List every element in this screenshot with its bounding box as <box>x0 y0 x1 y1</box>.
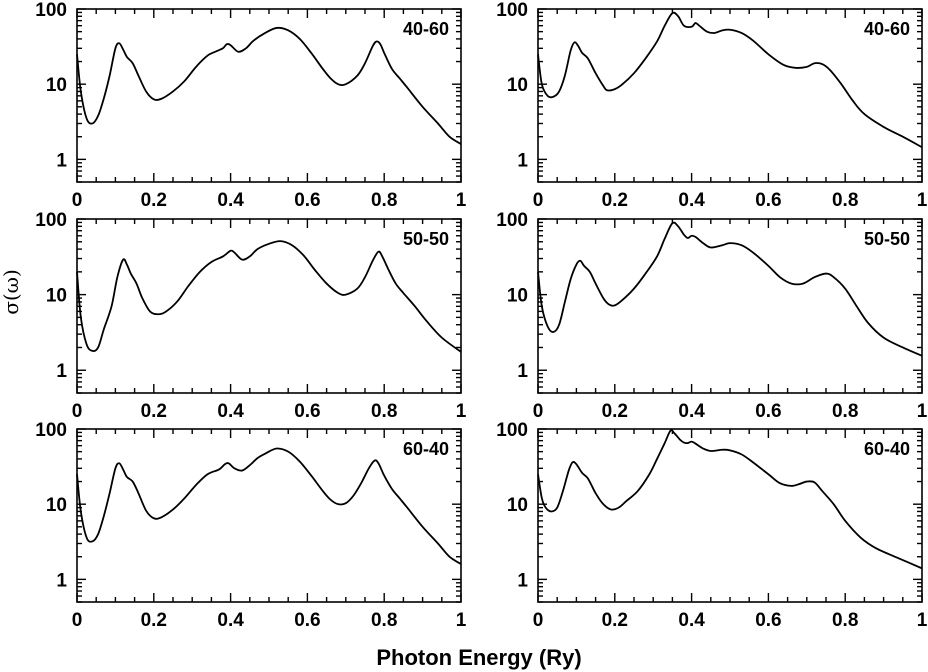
x-tick-label: 1 <box>917 190 928 211</box>
panel-right-50-50: 0 0.2 0.4 0.6 0.8 1 1 10 100 50-50 <box>496 210 927 422</box>
x-tick-label: 0.8 <box>832 401 858 422</box>
x-tick-label: 1 <box>456 610 467 631</box>
x-tick-label: 0.2 <box>141 190 167 211</box>
y-tick-label: 100 <box>496 0 528 21</box>
y-tick-label: 1 <box>517 361 528 382</box>
x-axis-title: Photon Energy (Ry) <box>376 645 581 670</box>
x-tick-label: 0.2 <box>141 610 167 631</box>
panel-left-60-40: 0 0.2 0.4 0.6 0.8 1 1 10 100 60-40 <box>35 420 466 631</box>
x-tick-label: 0.4 <box>217 190 244 211</box>
y-tick-label: 10 <box>507 75 528 96</box>
panel-right-40-60: 0 0.2 0.4 0.6 0.8 1 1 10 100 40-60 <box>496 0 927 211</box>
panel-label: 40-60 <box>403 19 449 39</box>
y-axis-title: σ(ω) <box>0 269 23 315</box>
panel-left-50-50: 0 0.2 0.4 0.6 0.8 1 1 10 100 50-50 <box>35 210 466 422</box>
x-tick-label: 0.2 <box>602 190 628 211</box>
y-tick-label: 1 <box>517 570 528 591</box>
x-tick-label: 0.8 <box>371 401 397 422</box>
y-tick-label: 100 <box>35 210 67 231</box>
x-tick-label: 1 <box>456 401 467 422</box>
x-tick-label: 0.6 <box>294 401 320 422</box>
y-tick-label: 1 <box>56 361 67 382</box>
panel-label: 60-40 <box>864 439 910 459</box>
x-tick-label: 0 <box>72 610 83 631</box>
x-tick-label: 0.6 <box>755 190 781 211</box>
x-tick-label: 0.4 <box>217 610 244 631</box>
y-tick-label: 10 <box>507 495 528 516</box>
y-tick-label: 100 <box>496 420 528 441</box>
series-line <box>537 429 923 570</box>
x-tick-label: 0.6 <box>755 401 781 422</box>
x-tick-label: 0.6 <box>294 610 320 631</box>
x-tick-label: 0.4 <box>678 190 705 211</box>
y-tick-label: 10 <box>46 75 67 96</box>
x-tick-label: 0 <box>72 190 83 211</box>
x-tick-label: 0.6 <box>294 190 320 211</box>
x-tick-label: 0.2 <box>141 401 167 422</box>
series-line <box>76 26 462 145</box>
panel-label: 40-60 <box>864 19 910 39</box>
x-tick-label: 0.8 <box>832 190 858 211</box>
y-tick-label: 100 <box>35 0 67 21</box>
panel-left-40-60: 0 0.2 0.4 0.6 0.8 1 1 10 100 40-60 <box>35 0 466 211</box>
x-tick-label: 0.4 <box>217 401 244 422</box>
x-tick-label: 0.8 <box>371 610 397 631</box>
x-tick-label: 0 <box>533 401 544 422</box>
x-tick-label: 0.4 <box>678 401 705 422</box>
series-line <box>76 447 462 565</box>
x-tick-label: 0.8 <box>371 190 397 211</box>
x-tick-label: 0.2 <box>602 401 628 422</box>
x-tick-label: 0 <box>533 190 544 211</box>
x-tick-label: 0.8 <box>832 610 858 631</box>
panel-label: 60-40 <box>403 439 449 459</box>
panel-right-60-40: 0 0.2 0.4 0.6 0.8 1 1 10 100 60-40 <box>496 420 927 631</box>
x-tick-label: 0 <box>533 610 544 631</box>
x-tick-label: 1 <box>456 190 467 211</box>
x-tick-label: 0.2 <box>602 610 628 631</box>
panel-label: 50-50 <box>403 229 449 249</box>
y-tick-label: 1 <box>517 150 528 171</box>
x-tick-label: 0 <box>72 401 83 422</box>
y-tick-label: 100 <box>35 420 67 441</box>
y-tick-label: 10 <box>46 286 67 307</box>
x-tick-label: 1 <box>917 610 928 631</box>
series-line <box>76 240 462 353</box>
y-tick-label: 1 <box>56 150 67 171</box>
y-tick-label: 10 <box>507 286 528 307</box>
x-tick-label: 1 <box>917 401 928 422</box>
x-tick-label: 0.4 <box>678 610 705 631</box>
y-tick-label: 10 <box>46 495 67 516</box>
y-tick-label: 100 <box>496 210 528 231</box>
series-line <box>537 11 923 149</box>
series-line <box>537 221 923 357</box>
panel-label: 50-50 <box>864 229 910 249</box>
x-tick-label: 0.6 <box>755 610 781 631</box>
y-tick-label: 1 <box>56 570 67 591</box>
